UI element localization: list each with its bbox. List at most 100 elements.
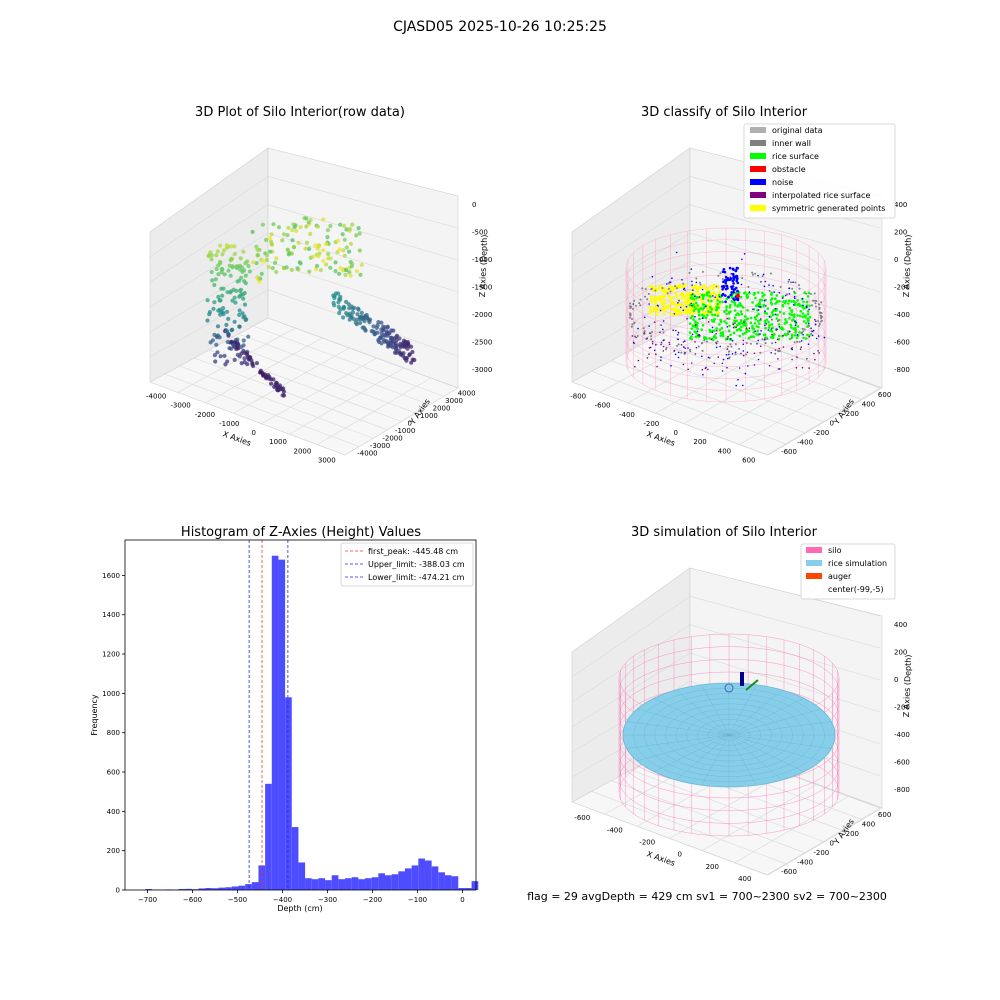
data-point — [343, 272, 348, 278]
data-point — [686, 306, 690, 310]
data-point — [648, 284, 652, 288]
data-point — [714, 308, 718, 312]
data-point — [218, 243, 223, 248]
data-point — [237, 308, 242, 313]
data-point — [749, 316, 753, 320]
data-point — [708, 337, 711, 340]
histogram-bar — [358, 879, 366, 890]
data-point — [742, 339, 745, 342]
data-point — [214, 266, 219, 272]
data-point — [344, 227, 349, 232]
data-point — [660, 341, 663, 344]
data-point — [750, 335, 754, 338]
data-point — [303, 246, 308, 251]
data-point — [789, 323, 793, 327]
data-point — [725, 284, 729, 288]
legend-swatch — [750, 192, 766, 198]
data-point — [398, 341, 403, 346]
histogram-bar — [471, 881, 479, 890]
data-point — [239, 287, 244, 292]
data-point — [702, 311, 706, 315]
data-point — [778, 325, 781, 328]
data-point — [801, 327, 804, 330]
data-point — [804, 322, 808, 325]
data-point — [677, 331, 680, 334]
data-point — [649, 295, 653, 298]
data-point — [655, 313, 658, 317]
data-point — [660, 324, 662, 326]
data-point — [247, 269, 252, 274]
data-point — [804, 315, 807, 319]
data-point — [730, 279, 732, 281]
data-point — [776, 313, 779, 317]
data-point — [232, 295, 237, 300]
data-point — [739, 328, 743, 332]
data-point — [680, 296, 684, 300]
data-point — [706, 340, 708, 343]
data-point — [765, 305, 767, 307]
data-point — [742, 354, 745, 357]
y-tick-label: 400 — [862, 820, 875, 828]
data-point — [648, 325, 650, 327]
data-point — [328, 265, 333, 270]
data-point — [739, 319, 743, 322]
data-point — [743, 321, 745, 324]
data-point — [752, 293, 756, 296]
data-point — [361, 325, 367, 330]
data-point — [702, 293, 706, 297]
data-point — [712, 335, 716, 339]
data-point — [794, 320, 796, 323]
data-point — [671, 277, 673, 280]
data-point — [790, 337, 793, 340]
data-point — [227, 263, 232, 268]
z-tick-label: -800 — [894, 366, 910, 374]
data-point — [718, 295, 721, 298]
histogram-bar — [385, 875, 392, 890]
data-point — [784, 299, 788, 303]
data-point — [678, 299, 680, 302]
y-tick-label: -1000 — [395, 427, 415, 435]
data-point — [290, 228, 295, 233]
data-point — [726, 366, 728, 369]
data-point — [274, 269, 279, 275]
data-point — [243, 273, 248, 278]
data-point — [237, 324, 242, 329]
data-point — [746, 342, 748, 344]
data-point — [728, 353, 730, 356]
panel-raw-title: 3D Plot of Silo Interior(row data) — [195, 105, 405, 120]
data-point — [758, 306, 760, 308]
data-point — [682, 288, 685, 291]
data-point — [812, 329, 815, 332]
data-point — [709, 305, 712, 309]
data-point — [687, 347, 689, 349]
data-point — [712, 319, 716, 322]
z-tick-label: -500 — [472, 229, 488, 237]
data-point — [728, 357, 731, 360]
data-point — [400, 353, 406, 358]
data-point — [781, 297, 784, 299]
histogram-bar — [418, 858, 425, 890]
data-point — [726, 317, 728, 320]
data-point — [222, 272, 227, 277]
data-point — [754, 318, 757, 321]
data-point — [409, 360, 414, 365]
data-point — [673, 313, 676, 315]
data-point — [260, 222, 265, 227]
data-point — [280, 238, 285, 243]
data-point — [751, 271, 754, 274]
data-point — [740, 325, 743, 329]
histogram-bar — [431, 866, 439, 890]
data-point — [404, 358, 409, 363]
data-point — [213, 359, 218, 364]
legend-swatch — [806, 573, 822, 579]
data-point — [264, 253, 269, 258]
data-point — [635, 304, 637, 307]
data-point — [298, 261, 303, 266]
data-point — [717, 306, 720, 310]
panel-classify-3d: 3D classify of Silo Interior -800-600-40… — [570, 105, 913, 464]
data-point — [715, 293, 718, 297]
raw-3d-gridlines — [149, 147, 459, 456]
data-point — [227, 346, 232, 351]
data-point — [794, 331, 797, 334]
